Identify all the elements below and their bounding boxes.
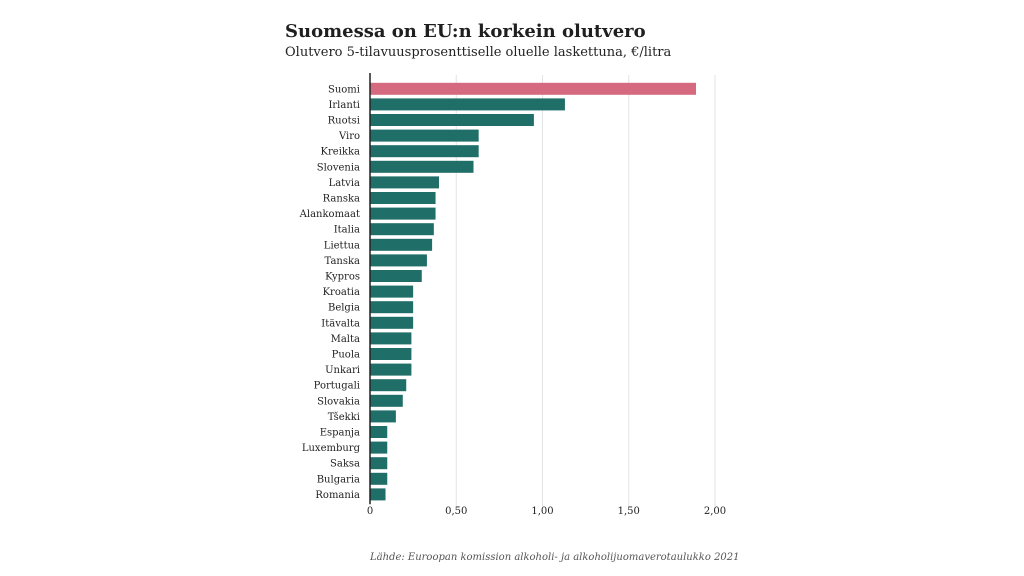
bar-belgia [370,301,414,314]
bars [370,82,697,501]
category-label: Kreikka [321,147,360,158]
bar-suomi [370,82,697,95]
bar-alankomaat [370,207,436,220]
category-label: Liettua [324,240,360,251]
chart-subtitle: Olutvero 5-tilavuusprosenttiselle oluell… [285,45,672,60]
category-label: Bulgaria [317,474,360,485]
category-label: Saksa [330,459,360,470]
category-label: Luxemburg [302,443,361,454]
category-label: Slovenia [317,162,360,173]
category-label: Tanska [325,256,360,267]
bar-tanska [370,254,427,267]
x-tick-label: 2,00 [704,506,726,517]
bar-luxemburg [370,441,388,454]
category-label: Belgia [328,303,360,314]
category-label: Irlanti [328,100,360,111]
bar-bulgaria [370,472,388,485]
bar-slovakia [370,394,403,407]
bar-kreikka [370,145,479,158]
bar-kroatia [370,285,414,298]
category-label: Slovakia [317,396,360,407]
category-label: Suomi [328,84,360,95]
bar-tšekki [370,410,396,423]
category-label: Puola [332,350,360,361]
category-label: Malta [331,334,360,345]
category-label: Espanja [320,428,360,439]
category-label: Latvia [329,178,360,189]
bar-viro [370,129,479,142]
x-tick-label: 1,00 [531,506,553,517]
bar-romania [370,488,386,501]
bar-unkari [370,363,412,376]
category-label: Tšekki [328,412,360,423]
x-tick-labels: 0 0,50 1,00 1,50 2,00 [367,506,726,517]
x-tick-label: 1,50 [618,506,640,517]
category-label: Kroatia [323,287,360,298]
category-label: Kypros [325,272,360,283]
category-label: Viro [338,131,360,142]
bar-latvia [370,176,439,189]
bar-slovenia [370,160,474,173]
category-label: Alankomaat [299,209,360,220]
source-note: Lähde: Euroopan komission alkoholi- ja a… [370,552,740,563]
category-label: Italia [334,225,360,236]
category-labels: Suomi Irlanti Ruotsi Viro Kreikka Slovenia Lat… [299,84,361,501]
bar-malta [370,332,412,345]
bar-liettua [370,238,433,251]
grid-lines [455,75,716,507]
category-label: Ruotsi [328,116,360,127]
bar-puola [370,348,412,360]
bar-espanja [370,426,388,438]
category-label: Portugali [314,381,360,392]
bar-portugali [370,379,407,392]
bar-ranska [370,192,436,204]
category-label: Unkari [325,365,360,376]
bar-saksa [370,457,388,470]
category-label: Ranska [323,194,360,205]
bar-irlanti [370,98,565,111]
category-label: Romania [315,490,360,501]
category-label: Itävalta [321,318,360,329]
bar-kypros [370,270,422,282]
bar-itävalta [370,316,414,329]
chart-title: Suomessa on EU:n korkein olutvero [285,21,646,42]
bar-italia [370,223,434,236]
x-tick-label: 0 [367,506,373,517]
x-tick-label: 0,50 [445,506,467,517]
bar-ruotsi [370,114,534,126]
